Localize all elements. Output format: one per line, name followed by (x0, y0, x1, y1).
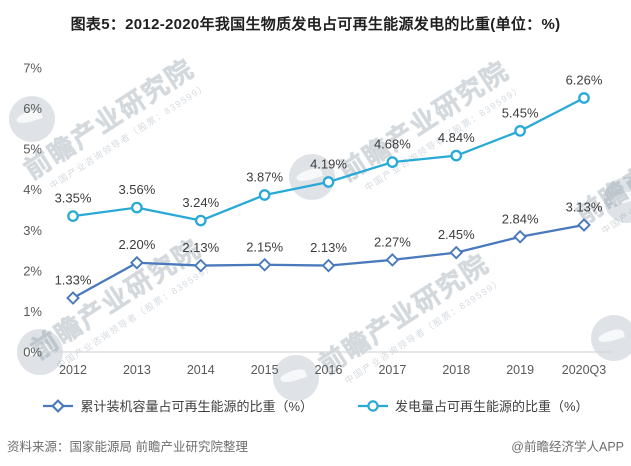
data-label: 3.56% (118, 182, 155, 197)
legend-label-generation: 发电量占可再生能源的比重（%） (395, 399, 589, 414)
data-label: 2.13% (182, 240, 219, 255)
data-point-diamond (66, 291, 80, 305)
data-point-circle (450, 149, 463, 162)
y-axis-tick-label: 7% (23, 61, 42, 76)
footer: 资料来源：国家能源局 前瞻产业研究院整理 @前瞻经济学人APP (7, 436, 624, 455)
data-point-diamond (449, 245, 464, 260)
data-point-circle (67, 210, 79, 222)
data-point-circle (322, 176, 335, 188)
data-label: 2.27% (374, 234, 411, 249)
data-label: 5.45% (502, 105, 539, 120)
y-axis-tick-label: 1% (23, 304, 42, 319)
data-point-circle (194, 214, 207, 227)
x-axis-tick-label: 2014 (187, 363, 215, 377)
data-point-diamond (257, 257, 272, 272)
y-axis-tick-label: 5% (23, 142, 42, 157)
data-label: 4.19% (310, 157, 347, 172)
y-axis-tick-label: 2% (23, 263, 42, 278)
data-label: 4.84% (438, 130, 475, 145)
x-axis-tick-label: 2020Q3 (562, 363, 607, 377)
x-axis-tick-label: 2013 (123, 363, 151, 377)
x-axis-tick-label: 2018 (442, 363, 470, 377)
legend-circle-marker (367, 399, 379, 412)
data-label: 1.33% (55, 273, 92, 288)
data-label: 6.26% (566, 73, 603, 88)
source-note: 资料来源：国家能源局 前瞻产业研究院整理 (7, 440, 248, 454)
legend-diamond-marker (51, 398, 66, 413)
legend: 累计装机容量占可再生能源的比重（%） 发电量占可再生能源的比重（%） (0, 396, 631, 415)
data-label: 2.84% (502, 211, 539, 226)
legend-item-generation: 发电量占可再生能源的比重（%） (357, 396, 589, 415)
data-point-diamond (193, 258, 208, 273)
y-axis-tick-label: 6% (23, 101, 42, 116)
data-point-circle (258, 189, 271, 201)
x-axis-tick-label: 2019 (506, 363, 534, 377)
data-label: 2.13% (310, 240, 347, 255)
data-point-circle (578, 92, 590, 104)
x-axis-tick-label: 2015 (251, 363, 279, 377)
y-axis-tick-label: 3% (23, 223, 42, 238)
data-point-diamond (513, 229, 527, 244)
data-label: 2.15% (246, 239, 283, 254)
data-point-circle (131, 201, 143, 214)
legend-label-installed-capacity: 累计装机容量占可再生能源的比重（%） (80, 399, 313, 414)
x-axis-tick-label: 2012 (59, 363, 87, 377)
data-label: 4.68% (374, 137, 411, 152)
legend-item-installed-capacity: 累计装机容量占可再生能源的比重（%） (42, 396, 313, 415)
y-axis-tick-label: 4% (23, 182, 42, 197)
circle-series-marker-icon (358, 399, 388, 412)
y-axis-tick-label: 0% (23, 345, 42, 360)
chart-title: 图表5：2012-2020年我国生物质发电占可再生能源发电的比重(单位：%) (70, 16, 561, 33)
data-point-diamond (385, 253, 400, 267)
data-point-diamond (130, 255, 144, 270)
data-point-circle (386, 156, 399, 168)
data-label: 3.35% (55, 191, 92, 206)
data-label: 2.45% (438, 227, 475, 242)
data-label: 3.87% (246, 169, 283, 184)
diamond-series-marker-icon (43, 398, 74, 413)
data-label: 3.24% (182, 195, 219, 210)
credit-note: @前瞻经济学人APP (511, 440, 624, 454)
data-point-diamond (577, 218, 591, 232)
data-label: 3.13% (566, 200, 603, 215)
data-label: 2.20% (118, 237, 155, 252)
x-axis-tick-label: 2017 (378, 363, 406, 377)
data-point-circle (514, 125, 526, 137)
data-point-diamond (321, 258, 336, 273)
x-axis-tick-label: 2016 (315, 363, 343, 377)
